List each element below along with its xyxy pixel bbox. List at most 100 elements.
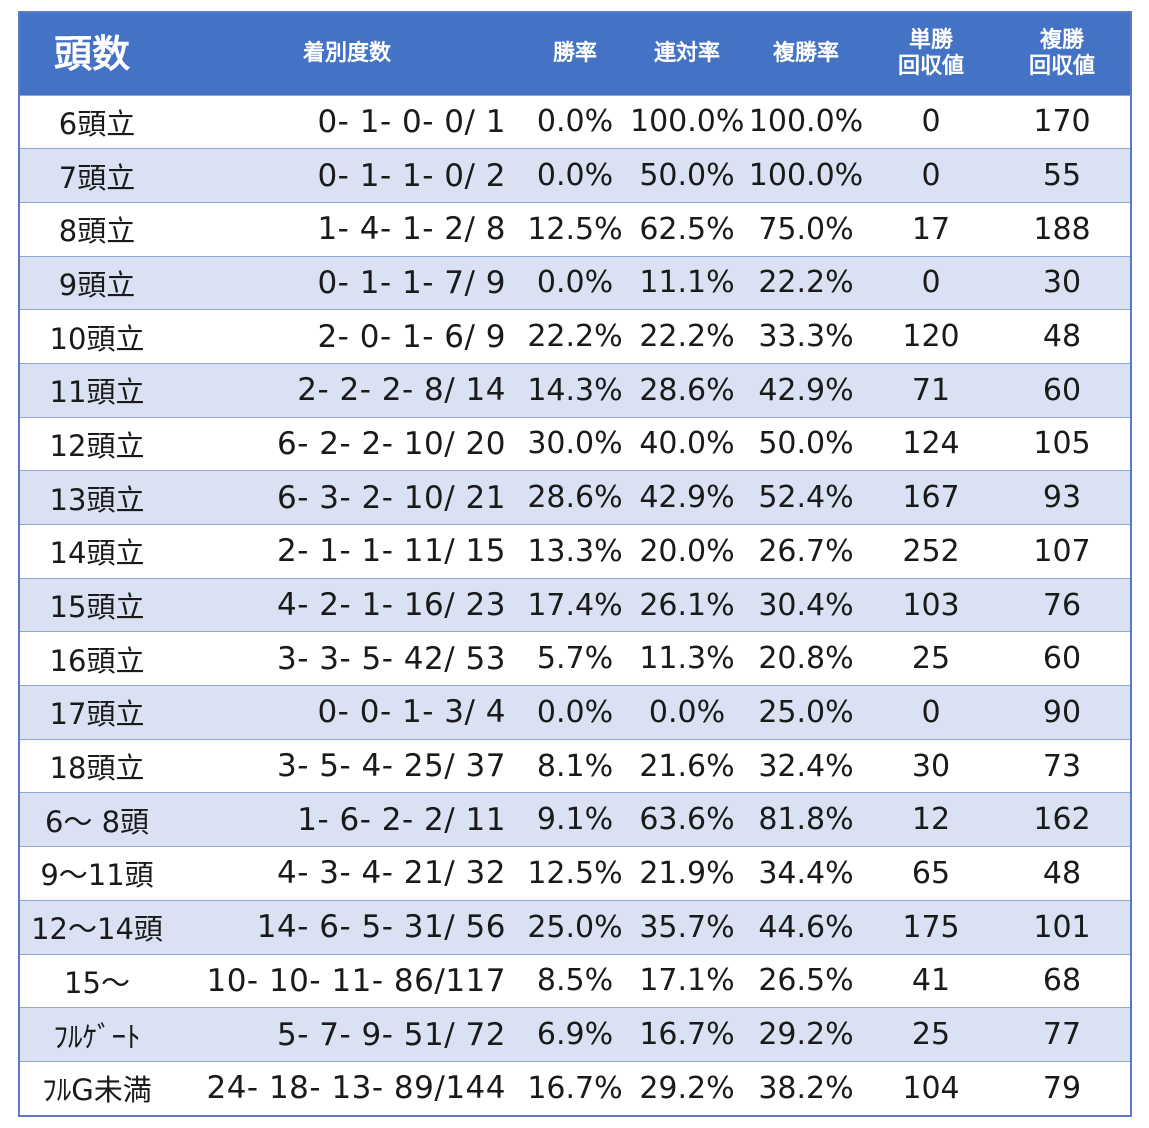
row-record: 3- 5- 4- 25/ 37 bbox=[277, 748, 506, 785]
row-record: 2- 2- 2- 8/ 14 bbox=[297, 372, 506, 409]
row-tansho-return: 0 bbox=[921, 104, 941, 140]
row-rentai-rate: 63.6% bbox=[639, 802, 735, 838]
row-win-rate: 28.6% bbox=[527, 480, 623, 516]
row-fukusho-return: 170 bbox=[1033, 104, 1091, 140]
header-row: 頭数 着別度数 勝率 連対率 複勝率 単勝 回収値 複勝 回収値 bbox=[20, 13, 1130, 95]
row-tansho-return: 120 bbox=[902, 319, 960, 355]
row-record: 4- 3- 4- 21/ 32 bbox=[277, 855, 506, 892]
row-rentai-rate: 11.1% bbox=[639, 265, 735, 301]
row-record: 6- 3- 2- 10/ 21 bbox=[277, 479, 506, 516]
row-win-rate: 25.0% bbox=[527, 909, 623, 945]
table-body: 6頭立 0- 1- 0- 0/ 1 0.0% 100.0% 100.0% 0 170 7頭立 0… bbox=[20, 95, 1130, 1116]
row-label: 9頭立 bbox=[58, 267, 136, 302]
row-fukusho-return: 60 bbox=[1042, 641, 1082, 677]
row-record: 0- 1- 1- 7/ 9 bbox=[317, 264, 506, 301]
row-tansho-return: 252 bbox=[902, 533, 960, 569]
row-fukusho-return: 101 bbox=[1033, 909, 1091, 945]
row-fukusho-return: 105 bbox=[1033, 426, 1091, 462]
row-label: 6頭立 bbox=[58, 106, 136, 141]
row-win-rate: 14.3% bbox=[527, 372, 623, 408]
row-rentai-rate: 100.0% bbox=[630, 104, 745, 140]
row-tansho-return: 124 bbox=[902, 426, 960, 462]
row-fukusho-return: 188 bbox=[1033, 211, 1091, 247]
row-win-rate: 9.1% bbox=[536, 802, 614, 838]
row-fukusho-rate: 100.0% bbox=[748, 104, 864, 140]
table-row: ﾌﾙG未満 24- 18- 13- 89/144 16.7% 29.2% 38.2% 10… bbox=[20, 1061, 1130, 1116]
row-win-rate: 16.7% bbox=[527, 1070, 623, 1106]
row-tansho-return: 175 bbox=[902, 909, 960, 945]
row-record: 1- 6- 2- 2/ 11 bbox=[297, 801, 506, 838]
header-fukusho-return-line1: 複勝 bbox=[1039, 27, 1084, 53]
table-row: 6頭立 0- 1- 0- 0/ 1 0.0% 100.0% 100.0% 0 170 bbox=[20, 95, 1130, 149]
row-fukusho-return: 79 bbox=[1042, 1070, 1082, 1106]
row-tansho-return: 0 bbox=[921, 265, 941, 301]
row-rentai-rate: 29.2% bbox=[639, 1070, 735, 1106]
row-fukusho-return: 77 bbox=[1042, 1017, 1082, 1053]
row-tansho-return: 0 bbox=[921, 694, 941, 730]
row-fukusho-return: 60 bbox=[1042, 372, 1082, 408]
table-row: 15～ 10- 10- 11- 86/117 8.5% 17.1% 26.5% 41 68 bbox=[20, 954, 1130, 1008]
header-fukusho-return-line2: 回収値 bbox=[1028, 53, 1095, 79]
row-label: 13頭立 bbox=[49, 482, 145, 517]
row-label: 15～ bbox=[64, 965, 130, 1000]
row-win-rate: 12.5% bbox=[527, 211, 623, 247]
row-fukusho-rate: 25.0% bbox=[758, 694, 854, 730]
header-fukusho-rate: 複勝率 bbox=[772, 40, 839, 66]
row-record: 5- 7- 9- 51/ 72 bbox=[277, 1016, 506, 1053]
row-tansho-return: 25 bbox=[911, 641, 951, 677]
table-row: 10頭立 2- 0- 1- 6/ 9 22.2% 22.2% 33.3% 120 48 bbox=[20, 309, 1130, 364]
row-win-rate: 17.4% bbox=[527, 587, 623, 623]
row-label: 7頭立 bbox=[58, 160, 136, 195]
row-rentai-rate: 20.0% bbox=[639, 533, 735, 569]
row-tansho-return: 12 bbox=[911, 802, 951, 838]
row-tansho-return: 30 bbox=[911, 748, 951, 784]
row-rentai-rate: 26.1% bbox=[639, 587, 735, 623]
row-record: 0- 1- 0- 0/ 1 bbox=[317, 103, 506, 140]
row-fukusho-return: 162 bbox=[1033, 802, 1091, 838]
row-fukusho-return: 73 bbox=[1042, 748, 1082, 784]
table-row: 8頭立 1- 4- 1- 2/ 8 12.5% 62.5% 75.0% 17 188 bbox=[20, 202, 1130, 257]
row-tansho-return: 71 bbox=[911, 372, 951, 408]
table-row: 12～14頭 14- 6- 5- 31/ 56 25.0% 35.7% 44.6% 175… bbox=[20, 900, 1130, 954]
row-fukusho-return: 76 bbox=[1042, 587, 1082, 623]
row-record: 10- 10- 11- 86/117 bbox=[206, 962, 506, 999]
table-row: 6～ 8頭 1- 6- 2- 2/ 11 9.1% 63.6% 81.8% 12 162 bbox=[20, 792, 1130, 847]
row-fukusho-return: 107 bbox=[1033, 533, 1091, 569]
row-win-rate: 8.5% bbox=[536, 963, 614, 999]
row-rentai-rate: 50.0% bbox=[639, 158, 735, 194]
row-label: 18頭立 bbox=[49, 751, 145, 786]
row-fukusho-return: 93 bbox=[1042, 480, 1082, 516]
table-row: 11頭立 2- 2- 2- 8/ 14 14.3% 28.6% 42.9% 71 60 bbox=[20, 363, 1130, 418]
row-fukusho-rate: 52.4% bbox=[758, 480, 854, 516]
row-fukusho-rate: 33.3% bbox=[758, 319, 854, 355]
header-fukusho-return: 複勝 回収値 bbox=[994, 13, 1130, 95]
row-record: 1- 4- 1- 2/ 8 bbox=[317, 211, 506, 248]
row-win-rate: 12.5% bbox=[527, 855, 623, 891]
row-fukusho-rate: 44.6% bbox=[758, 909, 854, 945]
row-fukusho-rate: 81.8% bbox=[758, 802, 854, 838]
row-win-rate: 13.3% bbox=[527, 533, 623, 569]
row-rentai-rate: 40.0% bbox=[639, 426, 735, 462]
row-fukusho-rate: 75.0% bbox=[758, 211, 854, 247]
row-win-rate: 8.1% bbox=[536, 748, 614, 784]
row-record: 6- 2- 2- 10/ 20 bbox=[277, 425, 506, 462]
row-record: 2- 0- 1- 6/ 9 bbox=[317, 318, 506, 355]
row-win-rate: 30.0% bbox=[527, 426, 623, 462]
table-row: 9～11頭 4- 3- 4- 21/ 32 12.5% 21.9% 34.4% 65 48 bbox=[20, 846, 1130, 901]
row-rentai-rate: 28.6% bbox=[639, 372, 735, 408]
row-label: ﾌﾙG未満 bbox=[42, 1073, 152, 1108]
row-label: 14頭立 bbox=[49, 536, 145, 571]
row-rentai-rate: 35.7% bbox=[639, 909, 735, 945]
row-tansho-return: 103 bbox=[902, 587, 960, 623]
header-record: 着別度数 bbox=[302, 40, 391, 66]
row-fukusho-rate: 34.4% bbox=[758, 855, 854, 891]
row-label: 12～14頭 bbox=[31, 912, 163, 947]
row-tansho-return: 0 bbox=[921, 158, 941, 194]
row-fukusho-rate: 26.5% bbox=[758, 963, 854, 999]
row-fukusho-return: 55 bbox=[1042, 158, 1082, 194]
header-tansho-return-line2: 回収値 bbox=[897, 53, 964, 79]
row-fukusho-rate: 42.9% bbox=[758, 372, 854, 408]
header-rentai-rate: 連対率 bbox=[653, 40, 720, 66]
row-record: 4- 2- 1- 16/ 23 bbox=[277, 587, 506, 624]
row-win-rate: 5.7% bbox=[536, 641, 614, 677]
